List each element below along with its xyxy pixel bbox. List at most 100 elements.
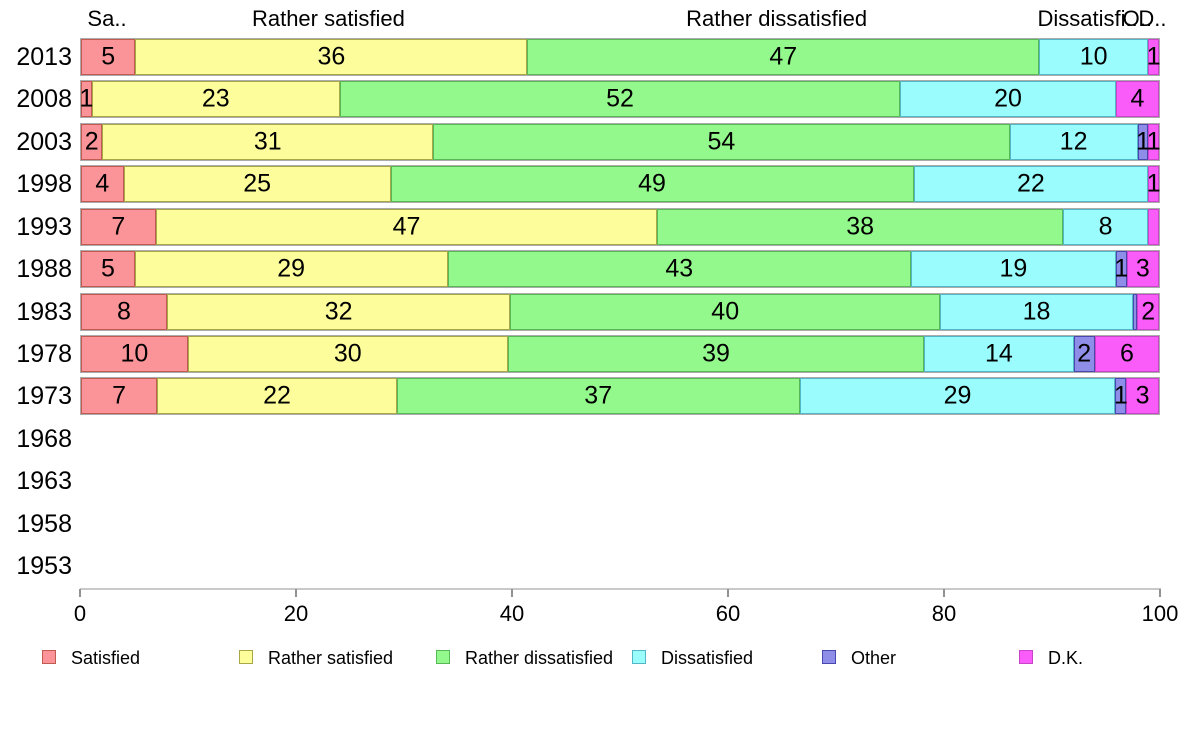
- bar-segment-d-k-: 3: [1126, 251, 1159, 288]
- segment-value-label: 4: [1130, 84, 1145, 113]
- segment-value-label: 1: [79, 84, 94, 113]
- bar-segment-rather-dissatisfied: 47: [527, 39, 1040, 75]
- bar-segment-satisfied: 8: [81, 293, 167, 330]
- bar-segment-rather-dissatisfied: 39: [507, 335, 925, 372]
- bar-segment-d-k-: 6: [1094, 335, 1159, 372]
- segment-value-label: 25: [243, 169, 271, 198]
- bar-segment-satisfied: 2: [81, 123, 103, 160]
- segment-value-label: 32: [324, 297, 353, 326]
- x-axis-tick: [943, 589, 945, 597]
- bar-segment-d-k-: 2: [1137, 293, 1159, 330]
- segment-value-label: 1: [1146, 169, 1161, 198]
- bar-segment-rather-satisfied: 22: [157, 378, 397, 415]
- bar-row: 10 30 39 14 2 6: [80, 334, 1160, 373]
- bar-row: 5 29 43 19 1 3: [80, 250, 1160, 289]
- segment-value-label: 20: [994, 84, 1022, 113]
- segment-value-label: 47: [392, 212, 421, 241]
- segment-value-label: 29: [277, 254, 306, 283]
- bar-segment-satisfied: 1: [79, 81, 94, 118]
- segment-value-label: 54: [707, 127, 736, 156]
- segment-value-label: 49: [638, 169, 666, 198]
- bar-segment-satisfied: 4: [81, 166, 124, 203]
- bar-segment-dissatisfied: 18: [939, 293, 1134, 330]
- bar-segment-dissatisfied: 10: [1039, 39, 1149, 75]
- segment-value-label: 31: [253, 127, 282, 156]
- bar-segment-other: 1: [1114, 378, 1128, 415]
- bar-segment-dissatisfied: 12: [1009, 123, 1138, 160]
- segment-value-label: 18: [1022, 297, 1051, 326]
- x-axis-tick: [727, 589, 729, 597]
- bar-segment-d-k-: 1: [1146, 39, 1161, 75]
- bar-row: 7 22 37 29 1 3: [80, 377, 1160, 416]
- bar-segment-d-k-: 3: [1126, 378, 1159, 415]
- segment-value-label: 6: [1119, 339, 1134, 368]
- segment-value-label: 38: [846, 212, 875, 241]
- legend-label: Satisfied: [71, 648, 141, 668]
- segment-value-label: 3: [1135, 254, 1150, 283]
- year-label: 1983: [16, 297, 72, 326]
- legend-label: Rather satisfied: [268, 648, 394, 668]
- bar-segment-satisfied: 7: [81, 378, 158, 415]
- segment-value-label: 7: [111, 212, 126, 241]
- segment-value-label: 2: [1077, 339, 1092, 368]
- segment-value-label: 10: [120, 339, 149, 368]
- segment-value-label: 47: [769, 42, 798, 71]
- legend-swatch-rather-satisfied-icon: [239, 650, 253, 664]
- segment-value-label: 1: [1146, 127, 1161, 156]
- bar-segment-rather-satisfied: 36: [135, 39, 528, 75]
- year-label: 2003: [16, 127, 72, 156]
- column-header: Rather satisfied: [251, 6, 405, 31]
- bar-segment-rather-satisfied: 47: [155, 208, 658, 245]
- bar-row: 5 36 47 10 1: [80, 38, 1160, 76]
- bar-segment-dissatisfied: 14: [924, 335, 1074, 372]
- bar-segment-dissatisfied: 20: [900, 81, 1116, 118]
- segment-value-label: 36: [317, 42, 346, 71]
- bar-segment-satisfied: 10: [81, 335, 188, 372]
- column-header: Sa..: [87, 6, 127, 31]
- x-axis-tick-label: 20: [283, 601, 309, 626]
- year-label: 1973: [16, 382, 72, 411]
- segment-value-label: 29: [943, 381, 972, 410]
- year-label: 1993: [16, 212, 72, 241]
- segment-value-label: 8: [1098, 212, 1113, 241]
- bar-segment-dissatisfied: 8: [1062, 208, 1149, 245]
- year-label: 1998: [16, 170, 72, 199]
- segment-value-label: 43: [665, 254, 694, 283]
- segment-value-label: 22: [263, 381, 291, 410]
- x-axis-tick-label: 0: [73, 601, 87, 626]
- segment-value-label: 1: [1114, 254, 1129, 283]
- bar-segment-other: 1: [1114, 251, 1129, 288]
- bar-segment-d-k-: [1148, 208, 1159, 245]
- legend-label: Other: [851, 648, 897, 668]
- segment-value-label: 1: [1136, 127, 1150, 156]
- year-label: 1953: [16, 552, 72, 581]
- segment-value-label: 39: [702, 339, 730, 368]
- year-label: 1988: [16, 255, 72, 284]
- year-label: 1963: [16, 467, 72, 496]
- bar-segment-satisfied: 7: [81, 208, 156, 245]
- bar-segment-satisfied: 5: [81, 251, 135, 288]
- legend-swatch-d-k--icon: [1019, 650, 1033, 664]
- bar-segment-dissatisfied: 29: [799, 378, 1116, 415]
- bar-segment-rather-satisfied: 31: [102, 123, 434, 160]
- segment-value-label: 2: [84, 127, 99, 156]
- bar-segment-d-k-: 4: [1115, 81, 1159, 118]
- legend-swatch-other-icon: [822, 650, 836, 664]
- segment-value-label: 40: [711, 297, 740, 326]
- year-label: 2013: [16, 43, 72, 71]
- legend-swatch-satisfied-icon: [42, 650, 56, 664]
- segment-value-label: 1: [1146, 42, 1161, 71]
- bar-segment-rather-dissatisfied: 38: [657, 208, 1063, 245]
- segment-value-label: 23: [201, 84, 230, 113]
- bar-segment-rather-dissatisfied: 52: [339, 81, 901, 118]
- bar-segment-satisfied: 5: [81, 39, 136, 75]
- bar-segment-d-k-: 1: [1146, 166, 1161, 203]
- bar-segment-d-k-: 1: [1146, 123, 1161, 160]
- bar-segment-dissatisfied: 19: [911, 251, 1116, 288]
- legend-label: D.K.: [1048, 648, 1084, 668]
- segment-value-label: 52: [606, 84, 634, 113]
- bar-segment-other: 1: [1136, 123, 1150, 160]
- segment-value-label: 30: [333, 339, 362, 368]
- bar-segment-dissatisfied: 22: [913, 166, 1149, 203]
